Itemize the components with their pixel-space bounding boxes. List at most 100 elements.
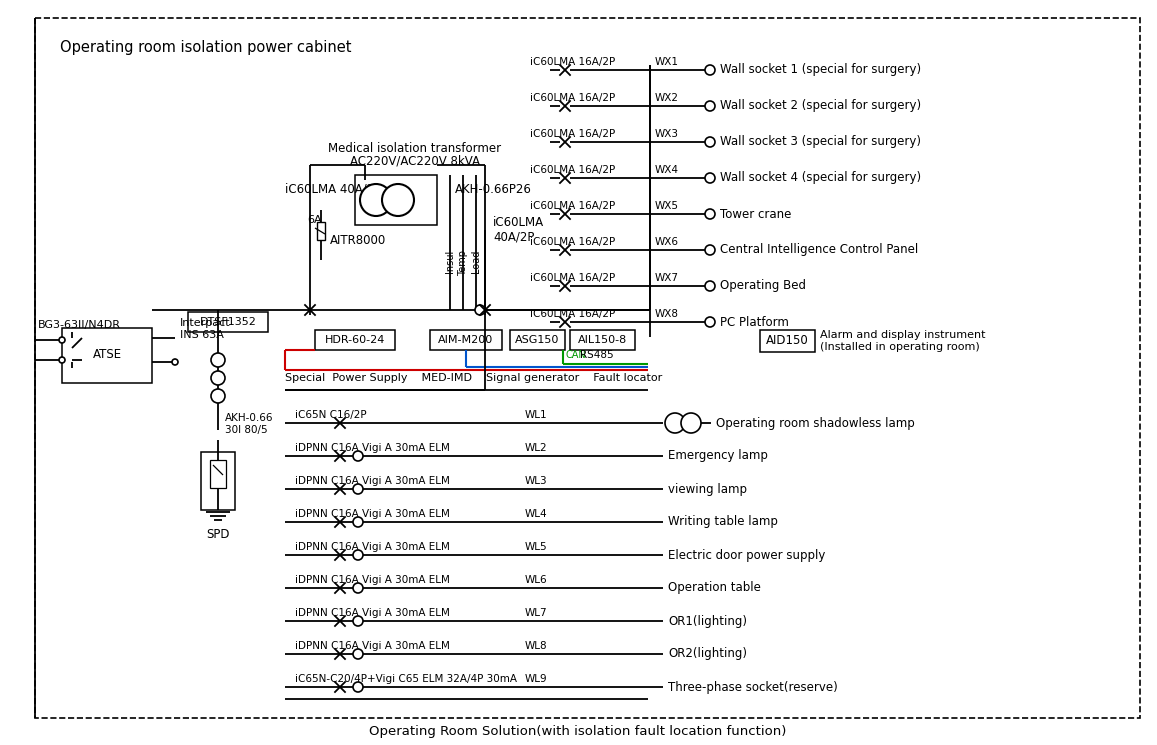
Text: DTSF1352: DTSF1352 (199, 317, 257, 327)
Text: AID150: AID150 (766, 335, 809, 347)
Circle shape (705, 137, 715, 147)
Text: Central Intelligence Control Panel: Central Intelligence Control Panel (720, 244, 919, 256)
Circle shape (59, 357, 65, 363)
Text: WX6: WX6 (655, 237, 679, 247)
Text: Operating room isolation power cabinet: Operating room isolation power cabinet (60, 40, 352, 55)
Bar (201, 452, 235, 510)
Text: 30I 80/5: 30I 80/5 (224, 425, 267, 435)
Circle shape (705, 209, 715, 219)
Text: AIL150-8: AIL150-8 (577, 335, 627, 345)
Text: 6A: 6A (308, 215, 322, 225)
Text: iDPNN C16A Vigi A 30mA ELM: iDPNN C16A Vigi A 30mA ELM (295, 575, 450, 585)
Text: iC60LMA 16A/2P: iC60LMA 16A/2P (530, 57, 616, 67)
Circle shape (353, 451, 363, 461)
Text: WL3: WL3 (525, 476, 547, 486)
Circle shape (211, 389, 224, 403)
Circle shape (681, 413, 701, 433)
Text: Temp: Temp (458, 250, 467, 276)
Text: AKH-0.66P26: AKH-0.66P26 (455, 183, 532, 196)
Text: iDPNN C16A Vigi A 30mA ELM: iDPNN C16A Vigi A 30mA ELM (295, 509, 450, 519)
Text: iC60LMA: iC60LMA (493, 215, 544, 229)
Circle shape (353, 517, 363, 527)
Text: WL8: WL8 (525, 641, 547, 651)
Text: iC60LMA 16A/2P: iC60LMA 16A/2P (530, 309, 616, 319)
Text: iC65N-C20/4P+Vigi C65 ELM 32A/4P 30mA: iC65N-C20/4P+Vigi C65 ELM 32A/4P 30mA (295, 674, 517, 684)
Text: (Installed in operating room): (Installed in operating room) (820, 342, 980, 352)
Text: WL1: WL1 (525, 410, 547, 420)
Text: ASG150: ASG150 (515, 335, 560, 345)
Circle shape (59, 337, 65, 343)
Text: Insul: Insul (445, 250, 455, 273)
Text: PC Platform: PC Platform (720, 315, 789, 329)
Text: SPD: SPD (206, 528, 230, 541)
Circle shape (705, 245, 715, 255)
Text: WX2: WX2 (655, 93, 679, 103)
Text: iC60LMA 16A/2P: iC60LMA 16A/2P (530, 201, 616, 211)
Text: WX7: WX7 (655, 273, 679, 283)
Bar (570, 330, 635, 350)
Circle shape (382, 184, 414, 216)
Circle shape (705, 173, 715, 183)
Text: INS 63A: INS 63A (180, 330, 223, 340)
Circle shape (353, 682, 363, 692)
Text: 40A/2P: 40A/2P (493, 230, 535, 244)
Text: Tower crane: Tower crane (720, 208, 791, 221)
Text: AITR8000: AITR8000 (330, 233, 386, 247)
Text: iC65N C16/2P: iC65N C16/2P (295, 410, 367, 420)
Bar (187, 312, 268, 332)
Text: Medical isolation transformer: Medical isolation transformer (329, 142, 502, 155)
Text: WX5: WX5 (655, 201, 679, 211)
Bar (430, 330, 502, 350)
Text: iDPNN C16A Vigi A 30mA ELM: iDPNN C16A Vigi A 30mA ELM (295, 641, 450, 651)
Text: WX1: WX1 (655, 57, 679, 67)
Text: Special  Power Supply    MED-IMD    Signal generator    Fault locator: Special Power Supply MED-IMD Signal gene… (285, 373, 662, 383)
Text: HDR-60-24: HDR-60-24 (325, 335, 385, 345)
Text: Wall socket 4 (special for surgery): Wall socket 4 (special for surgery) (720, 171, 921, 185)
Text: Wall socket 2 (special for surgery): Wall socket 2 (special for surgery) (720, 100, 921, 112)
Circle shape (665, 413, 685, 433)
Text: RS485: RS485 (580, 350, 613, 360)
Text: iC60LMA 16A/2P: iC60LMA 16A/2P (530, 273, 616, 283)
Text: Three-phase socket(reserve): Three-phase socket(reserve) (668, 680, 838, 694)
Circle shape (353, 550, 363, 560)
Text: iDPNN C16A Vigi A 30mA ELM: iDPNN C16A Vigi A 30mA ELM (295, 443, 450, 453)
Text: iDPNN C16A Vigi A 30mA ELM: iDPNN C16A Vigi A 30mA ELM (295, 476, 450, 486)
Text: Operating room shadowless lamp: Operating room shadowless lamp (716, 416, 915, 430)
Text: viewing lamp: viewing lamp (668, 483, 747, 495)
Text: CAN: CAN (565, 350, 585, 360)
Circle shape (172, 359, 178, 365)
Circle shape (360, 184, 392, 216)
Bar (760, 330, 815, 352)
Text: WX8: WX8 (655, 309, 679, 319)
Text: WL9: WL9 (525, 674, 547, 684)
Text: WL6: WL6 (525, 575, 547, 585)
Text: AKH-0.66: AKH-0.66 (224, 413, 273, 423)
Bar (315, 330, 395, 350)
Circle shape (211, 371, 224, 385)
Text: WL4: WL4 (525, 509, 547, 519)
Text: Wall socket 1 (special for surgery): Wall socket 1 (special for surgery) (720, 63, 921, 77)
Text: iC60LMA 16A/2P: iC60LMA 16A/2P (530, 129, 616, 139)
Text: Operation table: Operation table (668, 582, 761, 595)
Text: iC60LMA 16A/2P: iC60LMA 16A/2P (530, 237, 616, 247)
Text: OR2(lighting): OR2(lighting) (668, 647, 747, 661)
Text: WX3: WX3 (655, 129, 679, 139)
Text: WX4: WX4 (655, 165, 679, 175)
Text: ATSE: ATSE (93, 349, 121, 361)
Text: AIM-M200: AIM-M200 (439, 335, 494, 345)
Circle shape (705, 317, 715, 327)
Bar (317, 222, 325, 240)
Circle shape (353, 484, 363, 494)
Circle shape (353, 649, 363, 659)
Circle shape (705, 65, 715, 75)
Text: Wall socket 3 (special for surgery): Wall socket 3 (special for surgery) (720, 136, 921, 148)
Text: BG3-63II/N4DR: BG3-63II/N4DR (38, 320, 121, 330)
Text: WL5: WL5 (525, 542, 547, 552)
Bar (62, 328, 152, 383)
Text: iC60LMA 16A/2P: iC60LMA 16A/2P (530, 165, 616, 175)
Text: OR1(lighting): OR1(lighting) (668, 615, 747, 627)
Text: WL2: WL2 (525, 443, 547, 453)
Text: WL7: WL7 (525, 608, 547, 618)
Text: iDPNN C16A Vigi A 30mA ELM: iDPNN C16A Vigi A 30mA ELM (295, 608, 450, 618)
Text: iC60LMA 40A/2P: iC60LMA 40A/2P (285, 183, 382, 196)
